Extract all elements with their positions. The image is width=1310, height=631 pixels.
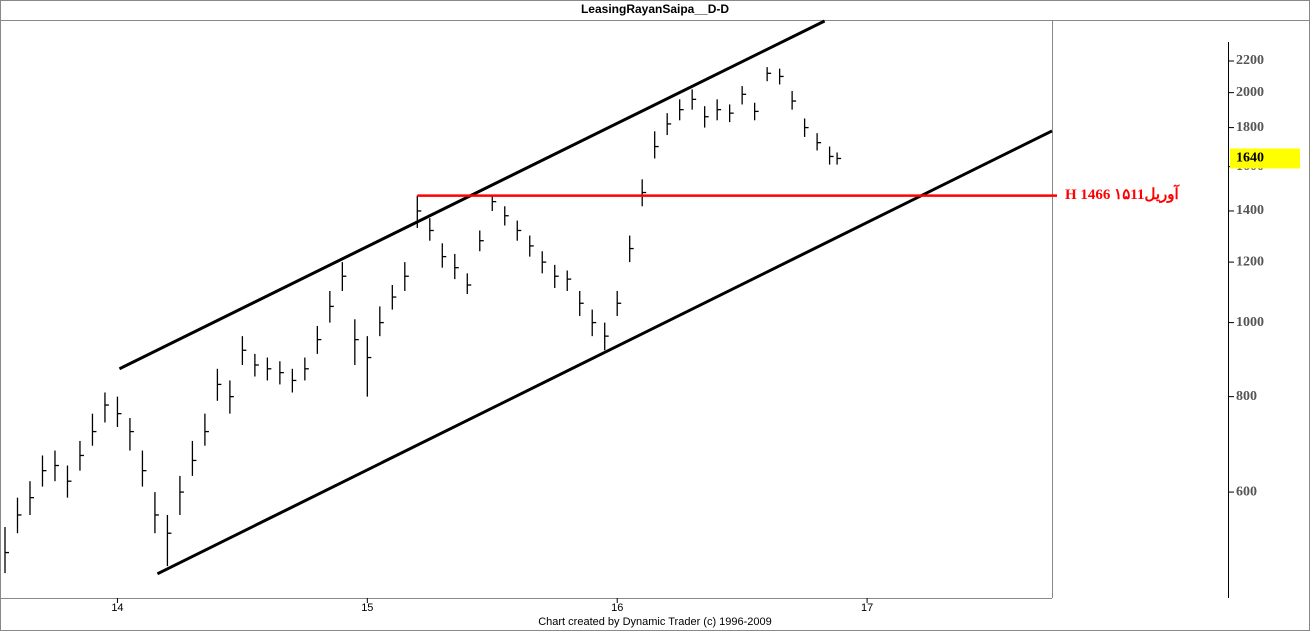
y-tick-label: 1400 bbox=[1236, 203, 1264, 218]
x-tick-label: 17 bbox=[861, 602, 873, 614]
last-price-box bbox=[1230, 148, 1300, 169]
chart-title: LeasingRayanSaipa__D-D bbox=[581, 2, 729, 16]
last-price-label: 1640 bbox=[1236, 151, 1264, 166]
level-label: H 1466 ۱۵آوریل11 bbox=[1065, 184, 1180, 203]
y-tick-label: 2000 bbox=[1236, 85, 1264, 100]
y-tick-label: 1800 bbox=[1236, 120, 1264, 135]
trendline bbox=[156, 129, 1053, 576]
y-tick-label: 1200 bbox=[1236, 254, 1264, 269]
y-tick-label: 600 bbox=[1236, 484, 1257, 499]
x-tick-label: 15 bbox=[361, 602, 373, 614]
x-tick-label: 16 bbox=[611, 602, 623, 614]
y-tick-label: 2200 bbox=[1236, 53, 1264, 68]
y-tick-label: 800 bbox=[1236, 389, 1257, 404]
x-tick-label: 14 bbox=[111, 602, 123, 614]
y-tick-label: 1000 bbox=[1236, 315, 1264, 330]
footer: Chart created by Dynamic Trader (c) 1996… bbox=[538, 616, 772, 628]
